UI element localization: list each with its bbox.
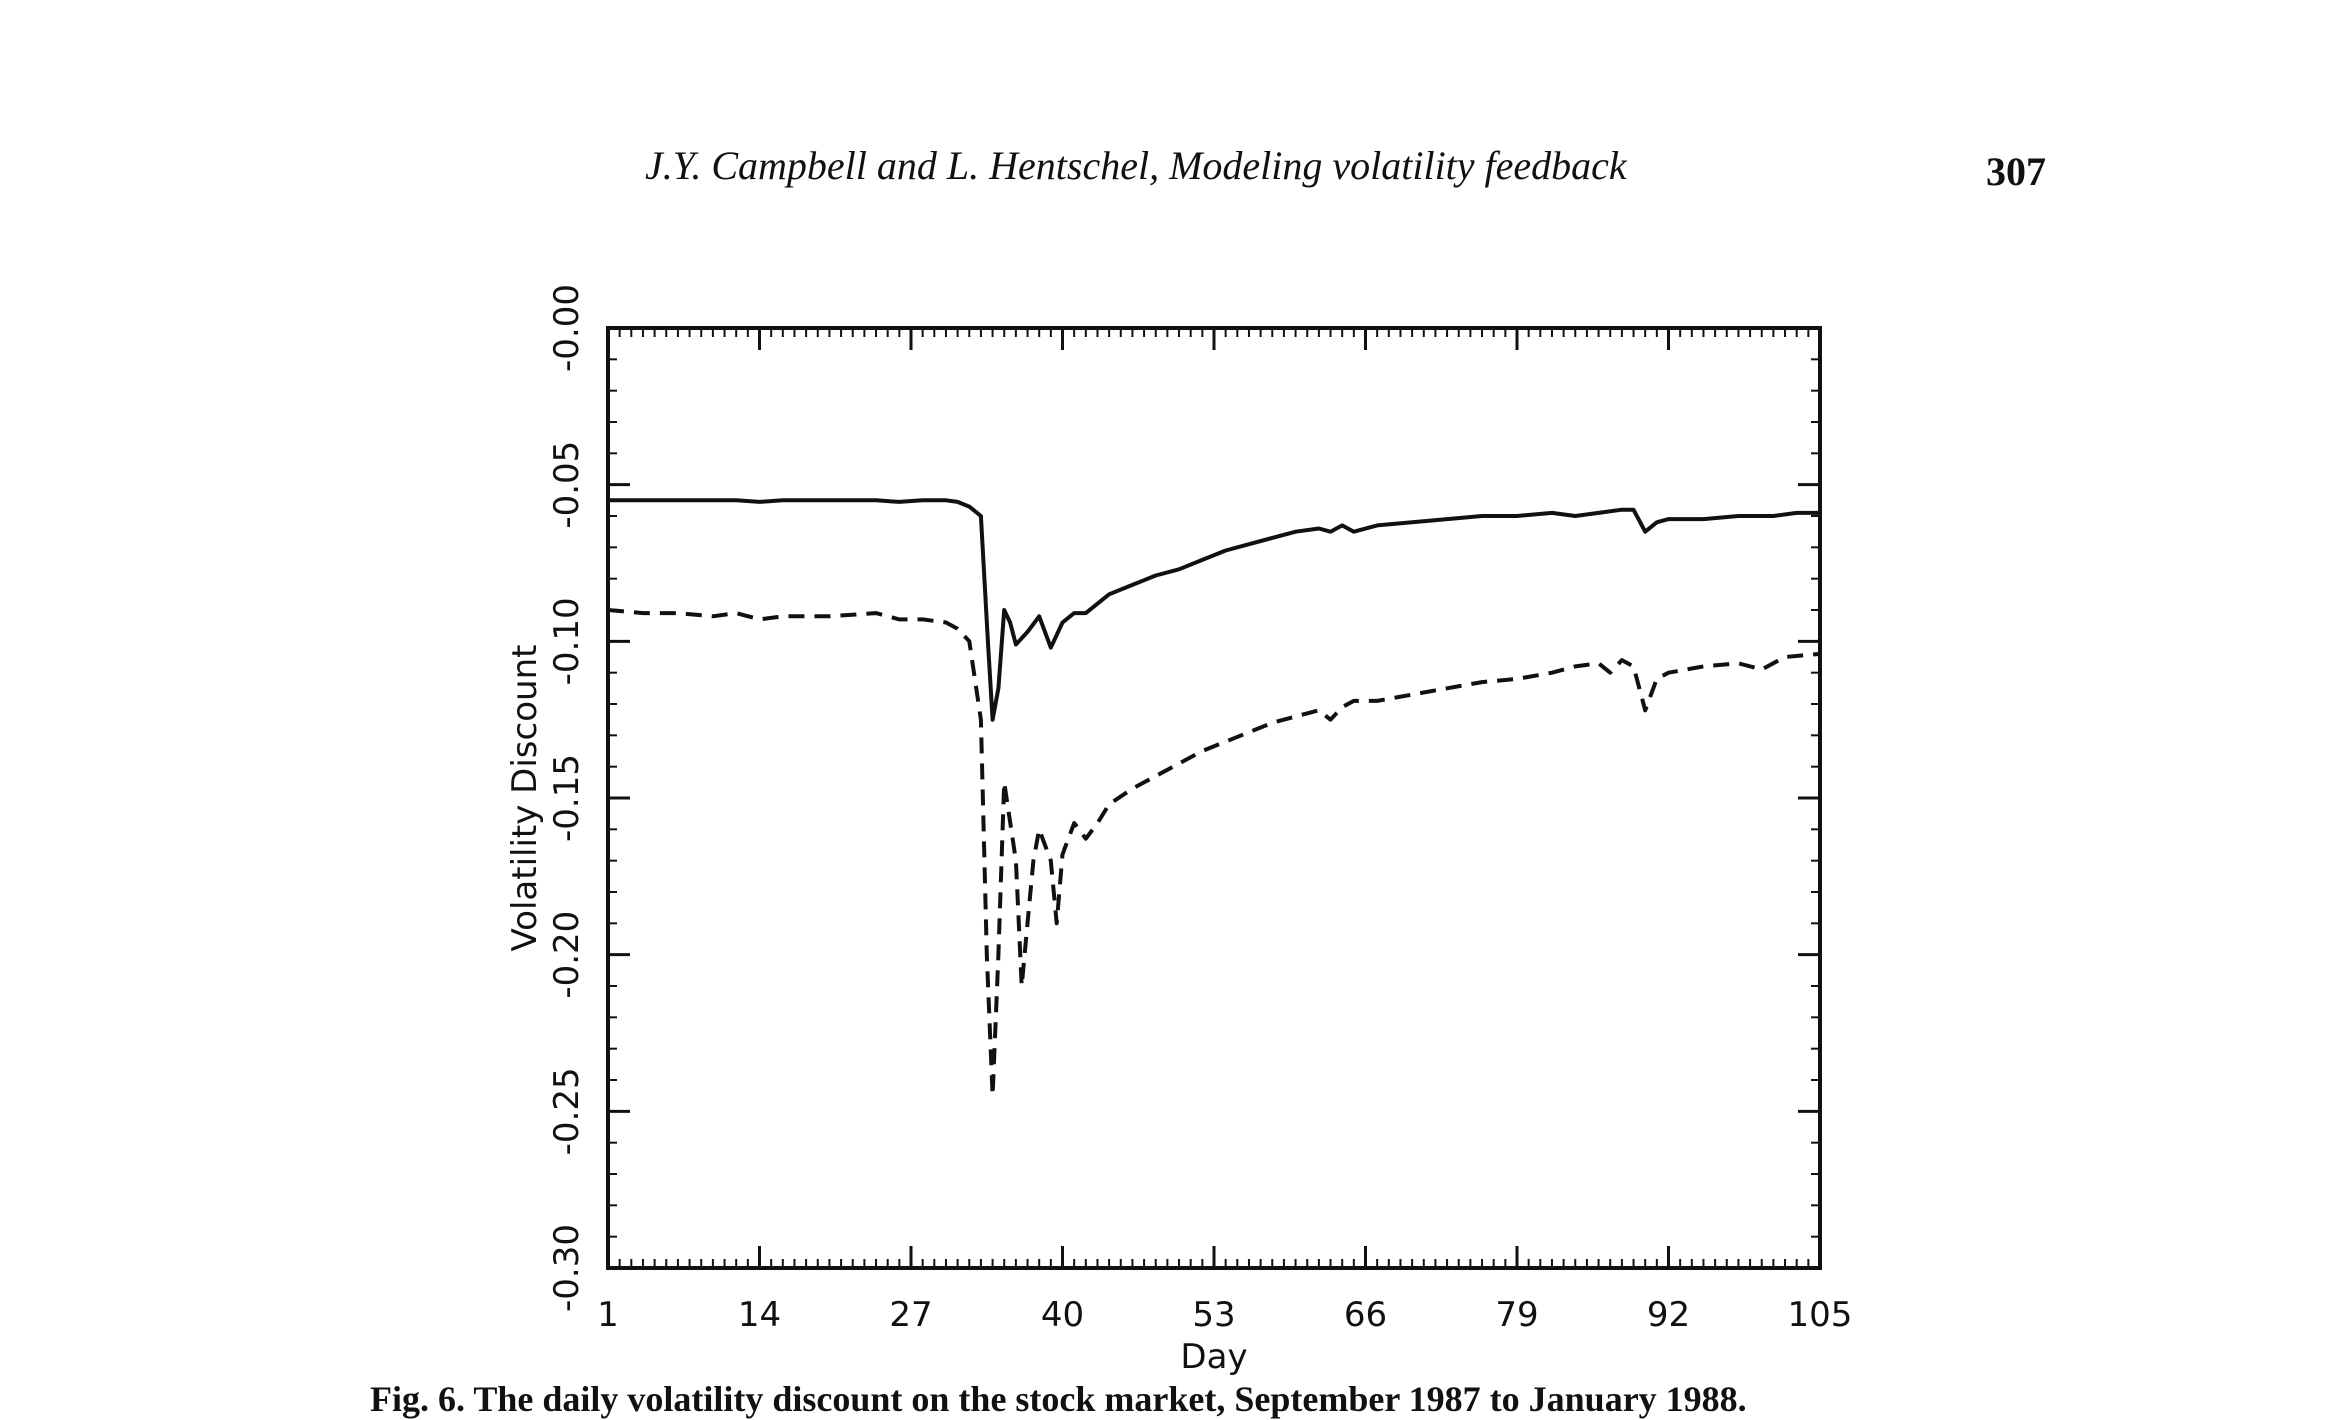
x-tick-label: 27 — [889, 1295, 932, 1335]
solid-series-line — [608, 498, 1820, 722]
x-tick-label: 40 — [1041, 1295, 1084, 1335]
dashed-series-line — [607, 608, 1821, 1098]
x-tick-label: 1 — [597, 1295, 619, 1335]
y-tick-label: -0.15 — [547, 754, 587, 842]
y-axis-label: Volatility Discount — [505, 645, 545, 952]
x-tick-labels: 1 14 27 40 53 66 79 92 105 — [597, 1295, 1852, 1335]
x-axis-label: Day — [1180, 1337, 1247, 1377]
page-header: J.Y. Campbell and L. Hentschel, Modeling… — [0, 0, 2342, 220]
minor-ticks — [607, 327, 1821, 1269]
major-ticks — [606, 326, 1822, 1270]
y-tick-label: -0.10 — [547, 597, 587, 685]
x-tick-label: 105 — [1788, 1295, 1853, 1335]
running-head: J.Y. Campbell and L. Hentschel, Modeling… — [645, 143, 1627, 188]
page-number: 307 — [1986, 149, 2046, 194]
y-tick-labels: -0.30 -0.25 -0.20 -0.15 -0.10 -0.05 -0.00 — [547, 284, 587, 1312]
x-tick-label: 53 — [1192, 1295, 1235, 1335]
x-tick-label: 92 — [1647, 1295, 1690, 1335]
y-tick-label: -0.05 — [547, 441, 587, 529]
y-tick-label: -0.25 — [547, 1067, 587, 1155]
x-tick-label: 14 — [738, 1295, 781, 1335]
series-layer — [607, 498, 1821, 1098]
x-tick-label: 79 — [1495, 1295, 1538, 1335]
plot-frame — [606, 326, 1822, 1270]
y-tick-label: -0.30 — [547, 1224, 587, 1312]
y-tick-label: -0.20 — [547, 911, 587, 999]
figure-caption: Fig. 6. The daily volatility discount on… — [370, 1379, 1747, 1419]
y-tick-label: -0.00 — [547, 284, 587, 372]
x-tick-label: 66 — [1344, 1295, 1387, 1335]
